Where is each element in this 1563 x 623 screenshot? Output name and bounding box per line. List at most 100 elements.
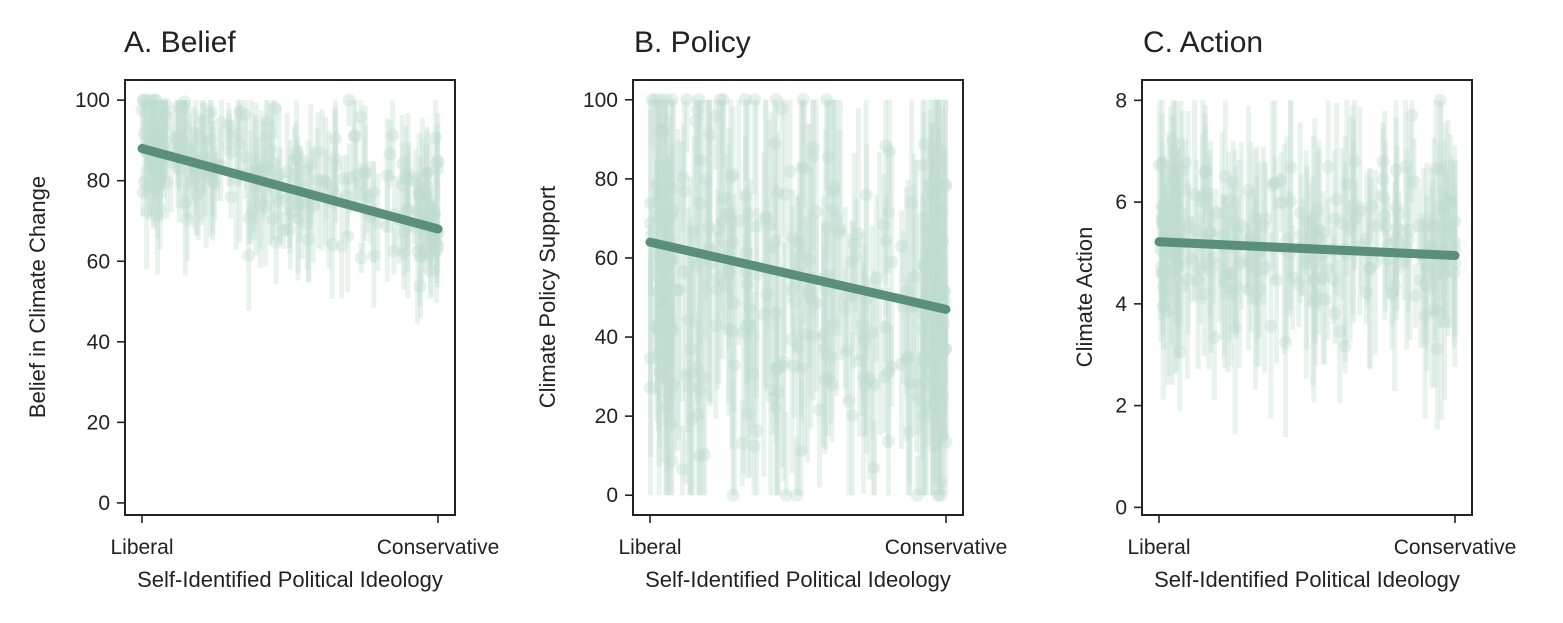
data-point: [722, 264, 736, 278]
data-point: [1299, 257, 1313, 271]
y-axis-ticks: 0 20 40 60 80 100: [583, 89, 633, 507]
data-point: [936, 429, 950, 443]
data-point: [1418, 277, 1432, 291]
data-point: [903, 376, 917, 390]
data-point: [203, 132, 217, 146]
data-point: [1306, 273, 1320, 287]
data-point: [1312, 223, 1326, 237]
data-point: [748, 93, 762, 107]
data-point: [741, 208, 755, 222]
y-axis-label: Belief in Climate Change: [25, 176, 50, 418]
data-point: [778, 188, 792, 202]
data-point: [222, 138, 236, 152]
data-point: [913, 378, 927, 392]
data-point: [411, 244, 425, 258]
data-point: [1264, 319, 1278, 333]
data-point: [1346, 214, 1360, 228]
x-tick-label: Liberal: [1127, 536, 1190, 559]
data-point: [420, 165, 434, 179]
data-point: [1283, 194, 1297, 208]
data-point: [206, 174, 220, 188]
data-point: [325, 238, 339, 252]
data-point: [796, 93, 810, 107]
data-point: [1427, 220, 1441, 234]
data-point: [328, 152, 342, 166]
data-point: [249, 157, 263, 171]
data-point: [1152, 158, 1166, 172]
data-point: [651, 270, 665, 284]
data-point: [1212, 258, 1226, 272]
data-point: [311, 174, 325, 188]
data-point: [1370, 219, 1384, 233]
data-point: [1408, 289, 1422, 303]
data-point: [293, 196, 307, 210]
data-point: [1379, 219, 1393, 233]
data-point: [233, 138, 247, 152]
data-point: [1307, 295, 1321, 309]
data-point: [679, 368, 693, 382]
data-point: [769, 306, 783, 320]
data-point: [153, 129, 167, 143]
data-point: [1249, 288, 1263, 302]
data-point: [1425, 281, 1439, 295]
data-point: [356, 188, 370, 202]
data-point: [397, 246, 411, 260]
data-point: [930, 338, 944, 352]
data-point: [916, 350, 930, 364]
data-point: [300, 217, 314, 231]
data-point: [1203, 225, 1217, 239]
data-point: [1175, 278, 1189, 292]
data-point: [1268, 176, 1282, 190]
data-point: [1198, 166, 1212, 180]
data-point: [1349, 210, 1363, 224]
data-point: [690, 258, 704, 272]
data-point: [319, 177, 333, 191]
data-point: [1173, 225, 1187, 239]
data-point: [423, 210, 437, 224]
data-point: [1328, 306, 1342, 320]
data-point: [1167, 200, 1181, 214]
data-point: [1156, 267, 1170, 281]
data-point: [816, 328, 830, 342]
data-point: [258, 199, 272, 213]
data-point: [1307, 272, 1321, 286]
data-point: [691, 407, 705, 421]
x-axis-ticks: Liberal Conservative: [618, 515, 1007, 559]
data-point: [1218, 169, 1232, 183]
data-point: [137, 93, 151, 107]
data-point: [764, 383, 778, 397]
data-point: [1226, 175, 1240, 189]
data-point: [659, 93, 673, 107]
data-point: [224, 190, 238, 204]
data-point: [931, 326, 945, 340]
data-point: [149, 130, 163, 144]
data-point: [863, 372, 877, 386]
data-point: [672, 283, 686, 297]
data-point: [726, 168, 740, 182]
data-point: [290, 144, 304, 158]
data-point: [665, 181, 679, 195]
data-point: [769, 93, 783, 107]
data-point: [253, 196, 267, 210]
data-point: [798, 328, 812, 342]
data-point: [1418, 309, 1432, 323]
data-point: [655, 308, 669, 322]
data-point: [858, 334, 872, 348]
data-point: [822, 372, 836, 386]
data-point: [927, 370, 941, 384]
data-point: [386, 128, 400, 142]
data-point: [1340, 177, 1354, 191]
data-point: [658, 289, 672, 303]
data-point: [665, 454, 679, 468]
data-point: [652, 347, 666, 361]
data-point: [1279, 335, 1293, 349]
panel-title: C. Action: [1143, 26, 1263, 59]
data-point: [1360, 232, 1374, 246]
data-point: [932, 202, 946, 216]
data-point: [916, 158, 930, 172]
data-point: [142, 180, 156, 194]
data-point: [1256, 219, 1270, 233]
data-point: [1359, 285, 1373, 299]
data-point: [879, 139, 893, 153]
